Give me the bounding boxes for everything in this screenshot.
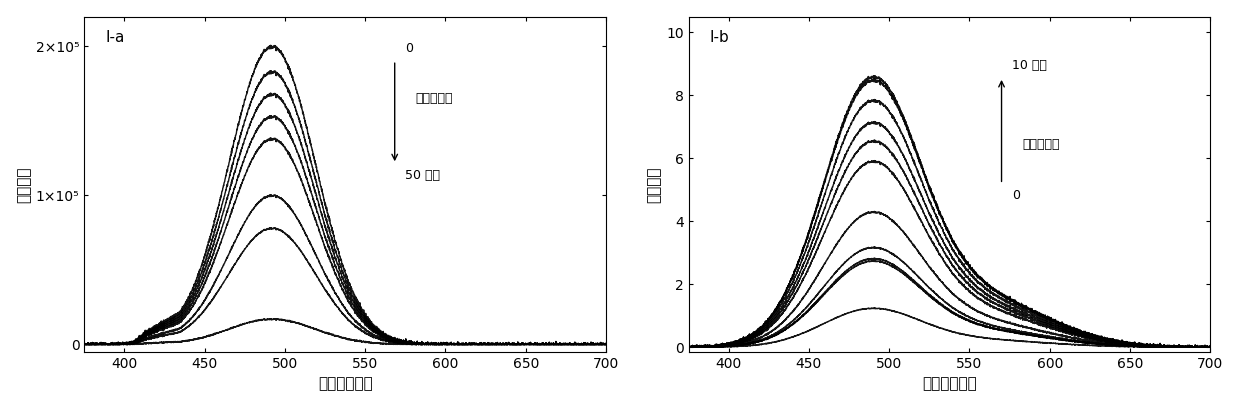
Text: 0: 0 — [1012, 189, 1021, 202]
Text: I-a: I-a — [105, 30, 124, 45]
Text: I-b: I-b — [709, 30, 729, 45]
Text: 氟离子浓度: 氟离子浓度 — [1023, 137, 1060, 151]
X-axis label: 波长（纳米）: 波长（纳米） — [923, 376, 977, 391]
Text: 0: 0 — [405, 42, 413, 55]
X-axis label: 波长（纳米）: 波长（纳米） — [317, 376, 372, 391]
Text: 10 当量: 10 当量 — [1012, 59, 1047, 72]
Text: 50 当量: 50 当量 — [405, 169, 440, 182]
Y-axis label: 荧光强度: 荧光强度 — [16, 166, 32, 202]
Text: 氟离子浓度: 氟离子浓度 — [415, 92, 453, 105]
Y-axis label: 荧光强度: 荧光强度 — [647, 166, 662, 202]
